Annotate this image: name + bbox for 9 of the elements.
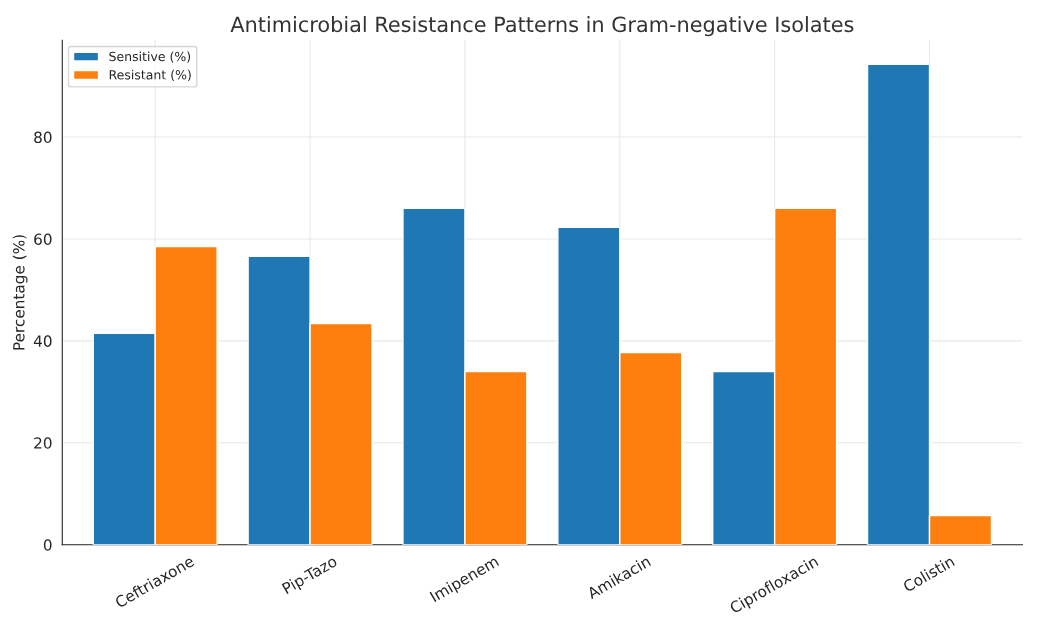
y-axis-title: Percentage (%) bbox=[12, 235, 28, 350]
chart-title: Antimicrobial Resistance Patterns in Gram-negative Isolates bbox=[230, 16, 854, 37]
y-tick-label: 20 bbox=[34, 437, 52, 449]
y-tick-label: 60 bbox=[34, 233, 52, 245]
y-tick-label: 0 bbox=[43, 539, 52, 551]
y-tick-label: 80 bbox=[34, 131, 52, 144]
y-tick-label: 40 bbox=[33, 335, 52, 347]
legend-label: Sensitive (%) bbox=[109, 51, 191, 63]
legend-label: Resistant (%) bbox=[109, 69, 191, 81]
